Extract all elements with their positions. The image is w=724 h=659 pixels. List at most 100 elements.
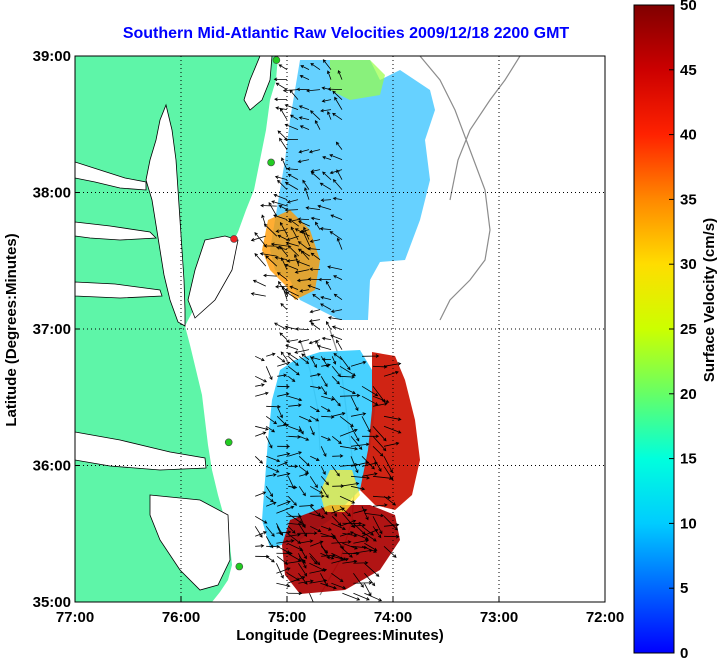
y-tick-label: 35:00 (33, 594, 71, 611)
velocity-arrow (284, 288, 299, 297)
velocity-arrow (255, 491, 267, 497)
velocity-arrow (309, 405, 320, 412)
velocity-arrow (327, 110, 332, 120)
radar-station-marker (230, 235, 238, 243)
velocity-arrow (310, 216, 321, 221)
velocity-arrow (276, 551, 293, 556)
velocity-arrow (297, 339, 310, 344)
velocity-arrow (331, 557, 350, 564)
velocity-arrow (332, 454, 344, 458)
velocity-arrow (333, 353, 343, 360)
velocity-arrow (288, 451, 303, 457)
velocity-arrow (310, 455, 320, 461)
velocity-arrow (337, 69, 343, 80)
velocity-arrow (289, 114, 299, 120)
velocity-arrow (252, 279, 266, 287)
chart-title: Southern Mid-Atlantic Raw Velocities 200… (123, 25, 570, 42)
velocity-arrow (287, 352, 299, 360)
velocity-arrow (296, 87, 310, 92)
velocity-arrow (372, 436, 387, 452)
velocity-arrow (287, 245, 300, 257)
velocity-arrow (275, 106, 288, 111)
velocity-arrow (298, 426, 304, 435)
velocity-arrow (266, 352, 276, 357)
y-tick-label: 36:00 (33, 458, 71, 475)
velocity-arrow (339, 428, 358, 437)
velocity-arrow (266, 465, 280, 473)
colorbar-gradient (633, 4, 675, 654)
velocity-arrow (287, 356, 299, 367)
velocity-arrow (284, 208, 299, 212)
colorbar-tick-label: 5 (680, 580, 688, 597)
velocity-arrow (364, 592, 383, 602)
velocity-arrow (331, 325, 343, 331)
velocity-arrow (265, 425, 276, 433)
colorbar-tick-label: 25 (680, 321, 697, 338)
velocity-arrow (279, 245, 289, 257)
velocity-arrow (342, 532, 358, 538)
velocity-arrow (331, 516, 342, 526)
velocity-arrow (287, 522, 306, 527)
velocity-arrow (254, 232, 267, 247)
velocity-arrow (296, 260, 310, 267)
velocity-arrow (255, 391, 269, 397)
velocity-arrow (353, 581, 373, 585)
velocity-arrow (287, 591, 303, 596)
velocity-arrow (321, 395, 335, 401)
velocity-arrow (320, 476, 329, 486)
velocity-arrow (383, 456, 393, 474)
velocity-arrow (280, 257, 288, 270)
velocity-arrow (309, 110, 321, 120)
velocity-arrow (330, 309, 343, 314)
velocity-arrow (309, 568, 328, 574)
x-tick-label: 76:00 (162, 609, 200, 626)
velocity-arrow (330, 214, 343, 221)
velocity-arrow (285, 241, 299, 247)
velocity-arrow (286, 339, 299, 343)
velocity-arrow (309, 476, 318, 489)
delaware-bay (243, 56, 273, 111)
velocity-arrow (277, 130, 288, 140)
velocity-arrow (342, 542, 358, 550)
velocity-arrow (288, 485, 298, 490)
velocity-arrow (277, 500, 291, 507)
velocity-arrow (310, 540, 324, 547)
velocity-arrow (268, 202, 278, 217)
velocity-arrow (334, 96, 343, 110)
velocity-arrow (298, 531, 318, 535)
velocity-arrow (353, 508, 368, 514)
velocity-arrow (274, 322, 288, 331)
velocity-arrow (309, 593, 314, 602)
velocity-arrow (320, 582, 337, 590)
velocity-arrow (301, 229, 311, 247)
velocity-arrow (372, 475, 393, 480)
bay-branch-west-2 (75, 221, 157, 241)
velocity-arrow (361, 461, 378, 467)
velocity-arrow (309, 309, 321, 314)
velocity-arrow (298, 546, 307, 560)
velocity-arrow (277, 179, 288, 190)
velocity-arrow (280, 351, 288, 360)
velocity-arrow (383, 534, 400, 539)
contour-north-2 (449, 56, 521, 201)
velocity-arrow (372, 426, 387, 442)
velocity-arrow (332, 196, 343, 201)
velocity-arrow (319, 182, 332, 190)
velocity-arrow (327, 265, 343, 271)
velocity-arrow (299, 472, 309, 477)
velocity-arrow (277, 444, 291, 449)
velocity-arrow (266, 455, 281, 463)
velocity-arrow (310, 415, 320, 422)
velocity-arrow (309, 426, 315, 436)
velocity-arrow (383, 546, 397, 558)
velocity-arrow (287, 365, 300, 376)
velocity-arrow (263, 223, 278, 237)
velocity-arrow (287, 526, 296, 534)
velocity-arrow (254, 253, 267, 267)
velocity-arrow (319, 227, 332, 231)
x-tick-label: 72:00 (586, 609, 624, 626)
velocity-arrow (353, 561, 369, 565)
velocity-arrow (310, 322, 321, 330)
